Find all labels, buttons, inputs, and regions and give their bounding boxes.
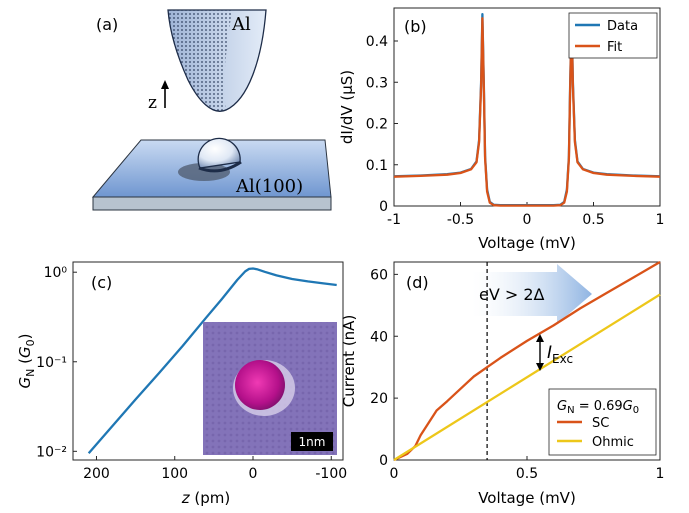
c-xtick-label: 100 xyxy=(161,466,188,482)
b-xlabel: Voltage (mV) xyxy=(478,234,576,252)
gap-annotation: eV > 2Δ xyxy=(479,285,545,304)
d-xtick-label: 1 xyxy=(656,466,665,482)
legend-b-data-label: Data xyxy=(607,19,638,34)
stm-topography-inset: 1nm xyxy=(203,322,337,455)
panel-d: eV > 2Δ 0 0.5 1 0 20 40 60 IExc (d) GN = 0.69G… xyxy=(340,261,665,507)
z-axis-label: z xyxy=(148,93,157,113)
panel-c-label: (c) xyxy=(91,273,112,292)
b-xtick-label: -1 xyxy=(387,212,401,228)
c-xtick-label: -100 xyxy=(315,466,347,482)
c-ytick-label: 10⁰ xyxy=(44,265,68,281)
d-xlabel: Voltage (mV) xyxy=(478,489,576,507)
c-ytick-label: 10⁻¹ xyxy=(36,355,67,371)
surface-slab-side xyxy=(92,196,332,211)
panel-b: -1 -0.5 0 0.5 1 0 0.1 0.2 0.3 0.4 (b) Data Fit Vo… xyxy=(338,7,665,252)
b-xtick-label: 0.5 xyxy=(582,212,604,228)
panel-a-label: (a) xyxy=(96,15,118,34)
b-ytick-label: 0.1 xyxy=(366,158,388,174)
b-xtick-label: 1 xyxy=(656,212,665,228)
b-ytick-label: 0 xyxy=(379,199,388,215)
legend-d-title: GN = 0.69G0 xyxy=(557,399,639,416)
legend-d-ohmic-label: Ohmic xyxy=(592,435,634,450)
legend-d: GN = 0.69G0 SC Ohmic xyxy=(548,388,657,456)
inset-adatom xyxy=(235,360,285,410)
surface-label: Al(100) xyxy=(235,176,303,197)
d-series-sc-line xyxy=(393,261,661,462)
c-ylabel: GN (G0) xyxy=(16,334,37,389)
legend-d-sc-label: SC xyxy=(592,416,609,431)
b-ylabel: dI/dV (µS) xyxy=(338,70,356,144)
c-xtick-label: 0 xyxy=(249,466,258,482)
adatom-sphere xyxy=(197,137,241,169)
iexc-arrowhead-down-icon xyxy=(536,363,544,371)
d-ytick-label: 60 xyxy=(370,267,388,283)
d-ytick-label: 40 xyxy=(370,329,388,345)
b-series-fit-line xyxy=(393,17,661,207)
b-xtick-label: 0 xyxy=(523,212,532,228)
legend-b: Data Fit xyxy=(568,12,658,59)
c-ytick-label: 10⁻² xyxy=(36,444,67,460)
d-ylabel: Current (nA) xyxy=(340,315,358,408)
b-ytick-label: 0.3 xyxy=(366,75,388,91)
inset-scalebar-label: 1nm xyxy=(299,435,326,449)
b-xtick-label: -0.5 xyxy=(447,212,474,228)
panel-a: (a) Al z Al(100) xyxy=(91,9,332,211)
z-arrowhead-icon xyxy=(161,80,169,89)
c-xtick-label: 200 xyxy=(83,466,110,482)
panel-d-label: (d) xyxy=(406,273,429,292)
adatom-base xyxy=(198,160,242,173)
gap-arrow-icon xyxy=(472,264,592,324)
tip-label: Al xyxy=(231,14,251,35)
c-xlabel: z (pm) xyxy=(181,489,230,507)
d-xtick-label: 0 xyxy=(390,466,399,482)
legend-b-fit-label: Fit xyxy=(607,40,622,55)
panel-b-label: (b) xyxy=(404,17,427,36)
adatom-shadow xyxy=(178,163,230,181)
d-ytick-label: 0 xyxy=(379,453,388,469)
iexc-arrowhead-up-icon xyxy=(536,334,544,342)
legend-b-box xyxy=(568,12,658,59)
stm-tip-texture xyxy=(168,10,232,112)
d-series-ohmic-line xyxy=(393,293,661,461)
inset-scalebar xyxy=(291,432,333,451)
c-series-0-line xyxy=(87,267,337,455)
d-ytick-label: 20 xyxy=(370,391,388,407)
d-xtick-label: 0.5 xyxy=(516,466,538,482)
iexc-label: IExc xyxy=(547,343,573,366)
b-ytick-label: 0.4 xyxy=(366,34,388,50)
b-ytick-label: 0.2 xyxy=(366,117,388,133)
